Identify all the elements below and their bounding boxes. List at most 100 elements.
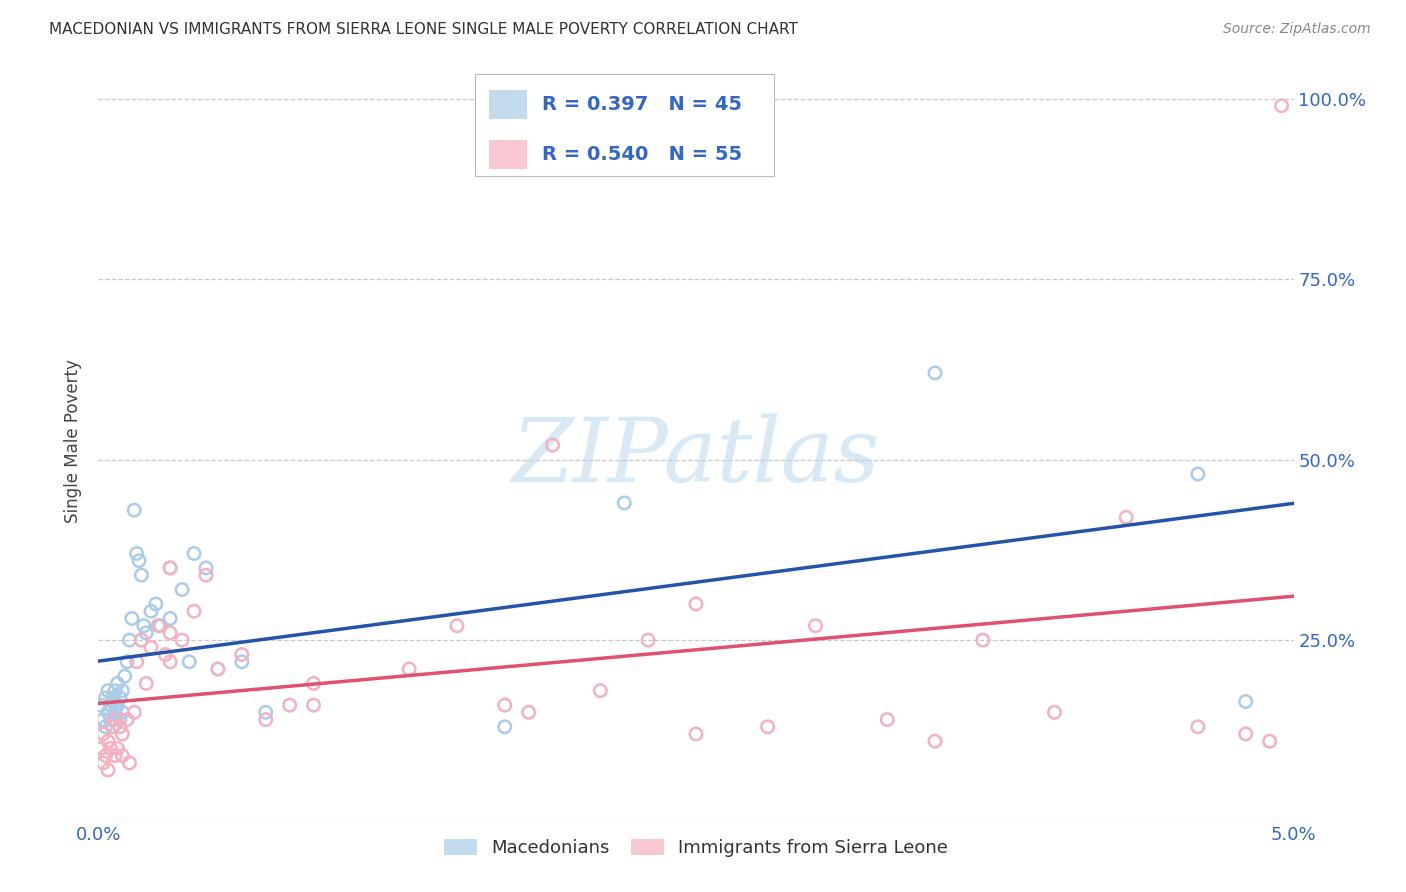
Point xyxy=(111,706,134,720)
Point xyxy=(195,561,218,575)
Point xyxy=(756,720,779,734)
Point xyxy=(91,713,114,727)
Point xyxy=(101,690,124,705)
Point xyxy=(398,662,420,676)
Point xyxy=(541,438,564,452)
Point xyxy=(1187,720,1209,734)
Point xyxy=(108,690,131,705)
Point xyxy=(159,561,181,575)
Point xyxy=(972,633,994,648)
Point xyxy=(231,655,253,669)
Point xyxy=(107,698,129,712)
Point xyxy=(446,618,468,632)
Point xyxy=(115,655,138,669)
Point xyxy=(278,698,301,712)
Legend: Macedonians, Immigrants from Sierra Leone: Macedonians, Immigrants from Sierra Leon… xyxy=(437,832,955,864)
Point xyxy=(254,713,277,727)
Point xyxy=(107,676,129,690)
Text: ZIPatlas: ZIPatlas xyxy=(512,413,880,500)
Point xyxy=(148,618,170,632)
Point xyxy=(159,561,181,575)
Point xyxy=(302,698,325,712)
Point xyxy=(637,633,659,648)
Point xyxy=(104,748,127,763)
Point xyxy=(108,713,131,727)
Point xyxy=(589,683,612,698)
Point xyxy=(804,618,827,632)
Point xyxy=(104,713,127,727)
Point xyxy=(139,640,162,655)
Point xyxy=(118,756,141,770)
Point xyxy=(104,683,127,698)
Point xyxy=(98,698,122,712)
Point xyxy=(98,741,122,756)
Point xyxy=(90,698,112,712)
Point xyxy=(302,676,325,690)
Point xyxy=(183,546,205,560)
Point xyxy=(1187,467,1209,481)
Point xyxy=(91,727,114,741)
Point xyxy=(159,655,181,669)
Point xyxy=(108,720,131,734)
Point xyxy=(125,655,148,669)
Point xyxy=(131,633,153,648)
Point xyxy=(685,597,707,611)
Point xyxy=(155,648,177,662)
Point xyxy=(114,669,136,683)
Point xyxy=(128,554,150,568)
Point xyxy=(145,597,167,611)
Point xyxy=(195,568,218,582)
Point xyxy=(97,683,120,698)
Point xyxy=(124,503,146,517)
Text: Source: ZipAtlas.com: Source: ZipAtlas.com xyxy=(1223,22,1371,37)
Point xyxy=(1258,734,1281,748)
Point xyxy=(124,706,146,720)
Point xyxy=(97,734,120,748)
Point xyxy=(494,698,516,712)
Point xyxy=(101,720,124,734)
Point xyxy=(494,720,516,734)
Point xyxy=(1234,727,1257,741)
Point xyxy=(91,756,114,770)
Point xyxy=(104,706,127,720)
Point xyxy=(135,676,157,690)
Point xyxy=(121,611,143,625)
Point xyxy=(517,706,540,720)
Point xyxy=(94,748,117,763)
Point xyxy=(115,713,138,727)
Point xyxy=(94,690,117,705)
Point xyxy=(159,611,181,625)
FancyBboxPatch shape xyxy=(489,140,527,169)
Point xyxy=(183,604,205,618)
Point xyxy=(125,546,148,560)
Point xyxy=(111,683,134,698)
Point xyxy=(107,741,129,756)
Point xyxy=(613,496,636,510)
Point xyxy=(254,706,277,720)
Point xyxy=(876,713,898,727)
Point xyxy=(172,582,194,597)
Point xyxy=(159,626,181,640)
Point xyxy=(97,706,120,720)
Y-axis label: Single Male Poverty: Single Male Poverty xyxy=(65,359,83,524)
Point xyxy=(101,720,124,734)
FancyBboxPatch shape xyxy=(475,74,773,177)
Text: MACEDONIAN VS IMMIGRANTS FROM SIERRA LEONE SINGLE MALE POVERTY CORRELATION CHART: MACEDONIAN VS IMMIGRANTS FROM SIERRA LEO… xyxy=(49,22,799,37)
Point xyxy=(139,604,162,618)
Point xyxy=(111,748,134,763)
FancyBboxPatch shape xyxy=(489,90,527,120)
Text: R = 0.397   N = 45: R = 0.397 N = 45 xyxy=(541,95,742,114)
Point xyxy=(685,727,707,741)
Point xyxy=(94,720,117,734)
Point xyxy=(97,763,120,777)
Point xyxy=(98,713,122,727)
Point xyxy=(1271,99,1294,113)
Point xyxy=(111,727,134,741)
Point xyxy=(179,655,201,669)
Point xyxy=(172,633,194,648)
Point xyxy=(131,568,153,582)
Point xyxy=(90,741,112,756)
Point xyxy=(149,618,172,632)
Point xyxy=(1115,510,1137,524)
Point xyxy=(207,662,229,676)
